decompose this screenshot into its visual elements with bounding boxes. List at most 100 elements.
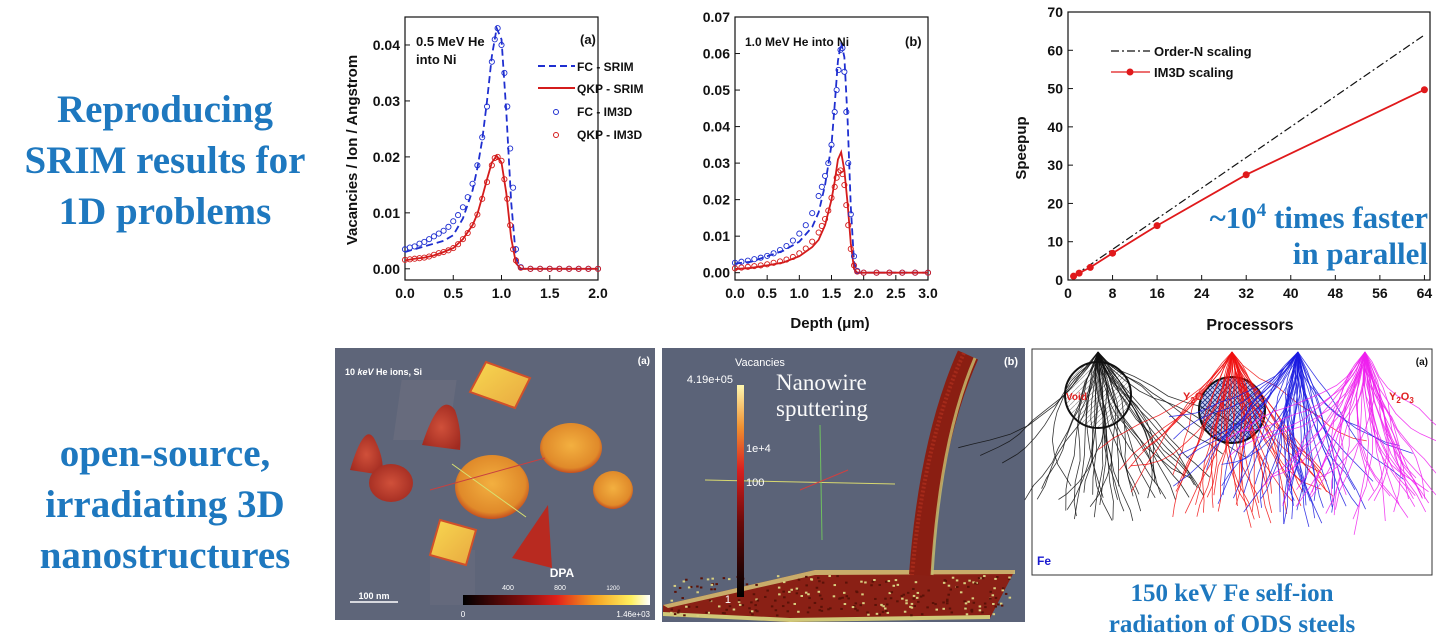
speck: [912, 587, 915, 590]
title-line: irradiating 3D: [45, 483, 285, 526]
x-tick-label: 0: [1064, 285, 1072, 301]
speck: [713, 588, 717, 591]
speck: [946, 602, 949, 605]
vacancies-colorbar: [737, 385, 744, 597]
title-line: 1D problems: [58, 190, 272, 233]
speck: [678, 586, 682, 589]
speck: [681, 597, 684, 600]
speck: [670, 608, 674, 611]
speck: [972, 581, 975, 584]
speck: [827, 608, 830, 611]
speck: [981, 611, 984, 614]
chart-c-xlabel: Processors: [1206, 317, 1293, 334]
series-2-marker: [802, 222, 809, 229]
vacancies-max: 4.19e+05: [687, 374, 733, 386]
speck: [710, 588, 713, 591]
speck: [943, 579, 947, 582]
speck: [685, 578, 688, 581]
legend-label: FC - SRIM: [577, 60, 634, 74]
series-2-marker: [815, 192, 822, 200]
ion-trajectory: [1130, 351, 1233, 493]
speck: [717, 605, 721, 608]
render-b-panel-label: (b): [1004, 356, 1018, 368]
speck: [873, 579, 876, 582]
series-3-marker: [833, 174, 840, 181]
ion-trajectory: [1231, 351, 1255, 513]
speck: [723, 612, 726, 615]
speck: [829, 607, 832, 610]
legend-label: IM3D scaling: [1154, 65, 1234, 80]
ion-trajectory: [1297, 351, 1316, 501]
speck: [948, 607, 952, 610]
series-3-marker: [873, 269, 880, 276]
speck: [805, 575, 808, 578]
ion-trajectory: [1097, 351, 1161, 495]
speck: [851, 606, 855, 609]
ion-trajectory: [1172, 351, 1299, 487]
ion-trajectory: [1331, 351, 1366, 506]
speck: [894, 579, 898, 582]
speck: [860, 580, 863, 583]
fe-label: Fe: [1037, 554, 1051, 568]
speck: [886, 611, 890, 614]
chart-c-ylabel: Speepup: [1013, 116, 1030, 179]
speck: [804, 591, 808, 594]
series-fc-im3d-marker: [411, 243, 418, 250]
speck: [838, 597, 841, 600]
series-qkp-im3d-marker: [585, 265, 592, 272]
ion-trajectory: [1097, 351, 1198, 488]
x-tick-label: 0.5: [444, 285, 464, 301]
series-im3d-scaling-marker: [1075, 269, 1083, 277]
speck: [999, 602, 1003, 605]
series-qkp-im3d-marker: [498, 157, 505, 164]
ion-trajectory: [1285, 351, 1366, 472]
speck: [871, 580, 875, 583]
speck: [841, 596, 844, 599]
speck: [818, 580, 821, 583]
series-fc-im3d-marker: [474, 162, 481, 169]
series-2-marker: [841, 68, 848, 75]
series-fc-im3d-marker: [479, 134, 486, 141]
series-fc-im3d-marker: [510, 184, 517, 191]
speck: [862, 602, 865, 605]
series-2-marker: [751, 256, 758, 263]
dpa-min: 0: [461, 610, 466, 619]
speck: [705, 611, 708, 614]
ion-trajectory: [1231, 351, 1288, 514]
speck: [754, 609, 758, 612]
series-2-marker: [845, 160, 852, 167]
series-fc-im3d-marker: [426, 236, 433, 243]
speck: [820, 605, 823, 608]
speck: [748, 607, 751, 610]
series-im3d-scaling-marker: [1242, 171, 1250, 179]
ion-trajectory: [1231, 351, 1273, 513]
ion-trajectory: [1356, 351, 1375, 492]
speck: [994, 605, 997, 608]
speck: [673, 614, 677, 617]
y-tick-label: 40: [1047, 119, 1063, 135]
y-tick-label: 0.02: [373, 149, 400, 165]
speck: [689, 585, 693, 588]
speck: [949, 588, 952, 591]
series-fc-im3d-marker: [483, 103, 491, 110]
ion-trajectory: [1041, 351, 1099, 489]
ion-trajectory: [1229, 351, 1366, 457]
speck: [756, 610, 759, 613]
speck: [993, 587, 996, 590]
chart-c-legend: Order-N scaling IM3D scaling: [1111, 44, 1252, 80]
speck: [787, 601, 790, 604]
ion-trajectory: [1277, 351, 1299, 513]
series-im3d-scaling-marker: [1086, 263, 1094, 271]
ion-trajectory: [1169, 351, 1299, 418]
series-2-marker: [818, 183, 825, 190]
chart-b-xlabel: Depth (μm): [790, 315, 869, 332]
vacancies-tick: 100: [746, 477, 764, 489]
chart-a-panel-label: (a): [580, 32, 596, 47]
chart-a-ylabel: Vacancies / Ion / Angstrom: [344, 55, 361, 245]
speck: [670, 611, 673, 614]
series-0-line: [734, 42, 928, 274]
series-2-marker: [789, 237, 796, 244]
series-fc-im3d-marker: [421, 238, 428, 245]
speck: [950, 611, 954, 614]
series-qkp-im3d-marker: [512, 257, 520, 264]
